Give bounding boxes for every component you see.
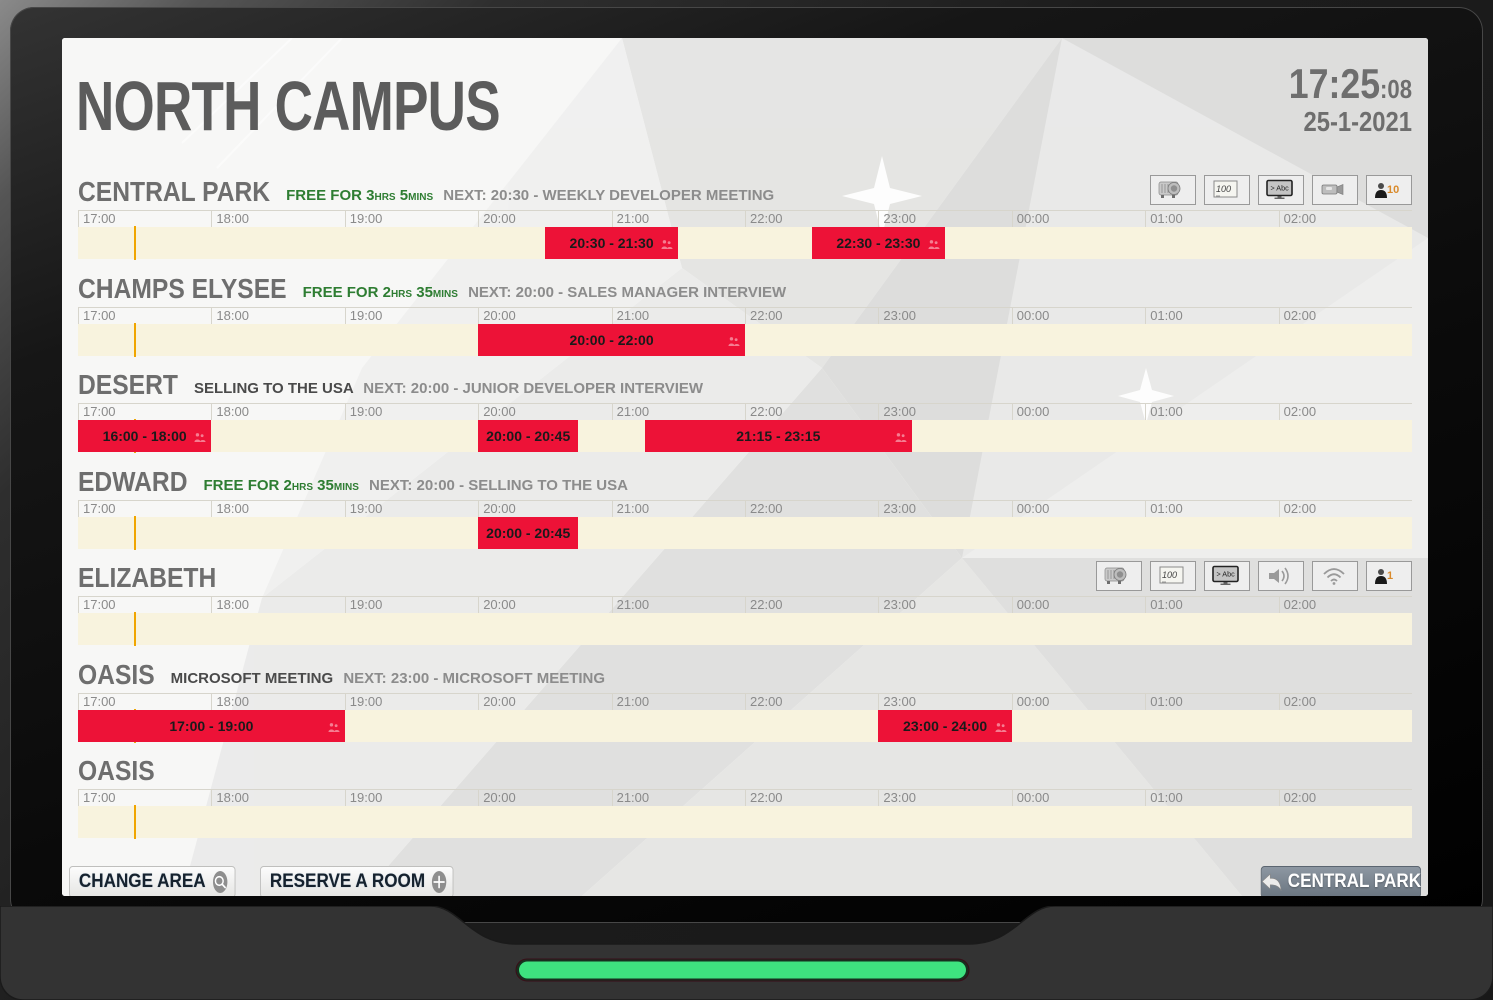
svg-text:1: 1 [1387,570,1393,582]
svg-text:> Abc: > Abc [1217,570,1236,579]
svg-text:100: 100 [1162,570,1177,580]
svg-text:> Abc: > Abc [1271,184,1290,193]
svg-text:10: 10 [1387,184,1399,196]
svg-text:100: 100 [1216,184,1231,194]
